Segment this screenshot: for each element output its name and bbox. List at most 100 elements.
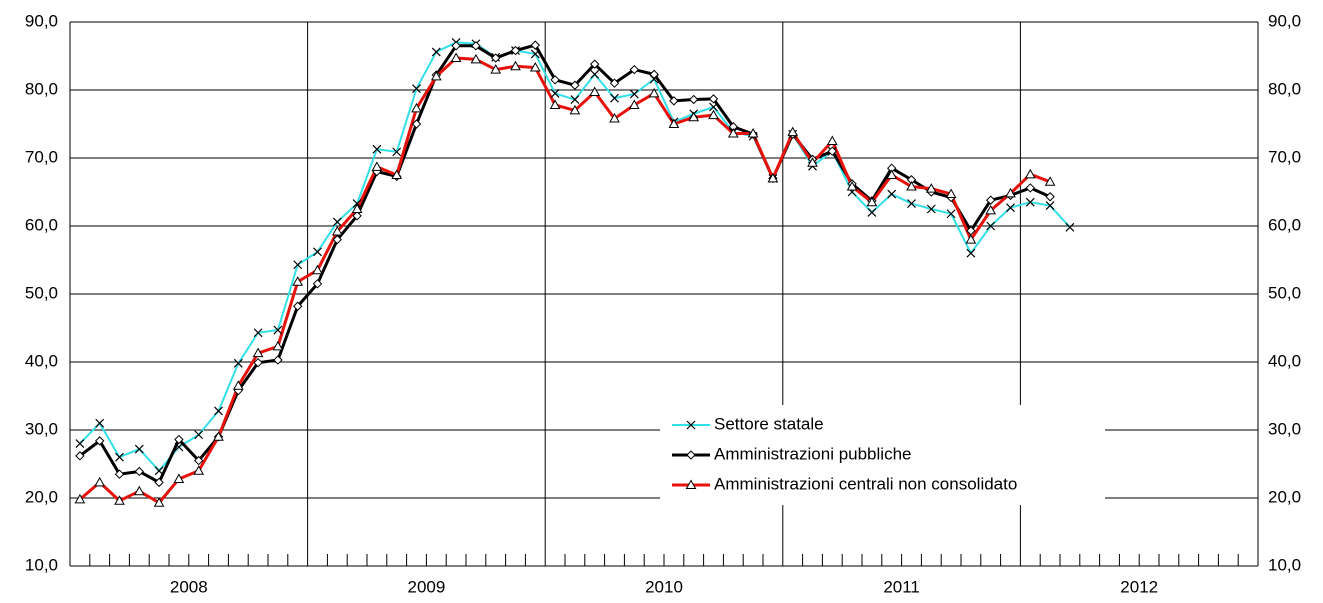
marker xyxy=(431,47,441,57)
marker xyxy=(153,497,165,507)
marker-x xyxy=(273,325,283,335)
y-tick-label: 20,0 xyxy=(25,487,58,506)
marker xyxy=(352,211,362,221)
marker xyxy=(628,99,640,109)
marker-x xyxy=(1025,197,1035,207)
marker xyxy=(332,234,343,245)
marker xyxy=(1045,201,1055,211)
marker xyxy=(174,434,184,445)
marker xyxy=(1044,176,1056,186)
y2-tick-label: 60,0 xyxy=(1268,215,1301,234)
marker xyxy=(965,234,977,244)
marker-x xyxy=(530,49,540,59)
marker xyxy=(688,111,700,122)
marker xyxy=(114,469,125,479)
marker xyxy=(194,430,204,440)
marker xyxy=(846,181,858,191)
marker xyxy=(94,476,106,487)
marker xyxy=(668,118,680,128)
marker xyxy=(589,59,600,69)
x-tick-label: 2012 xyxy=(1120,577,1158,596)
marker-x xyxy=(649,74,659,84)
marker-x xyxy=(887,189,897,199)
marker xyxy=(430,70,442,81)
marker xyxy=(75,451,85,461)
marker xyxy=(926,204,936,214)
series-line xyxy=(78,43,1051,484)
marker xyxy=(945,188,957,199)
marker xyxy=(966,248,976,258)
marker-x xyxy=(686,420,696,430)
marker xyxy=(925,183,937,193)
marker xyxy=(510,60,521,71)
marker xyxy=(747,128,759,138)
marker xyxy=(550,75,560,85)
y2-tick-label: 20,0 xyxy=(1268,487,1301,506)
legend-marker xyxy=(686,450,696,460)
marker xyxy=(313,247,322,257)
marker xyxy=(648,87,660,98)
x-tick-label: 2009 xyxy=(407,577,445,596)
marker-x xyxy=(610,93,619,103)
marker xyxy=(95,418,105,428)
marker xyxy=(331,225,343,236)
marker xyxy=(629,89,639,99)
marker-x xyxy=(986,221,996,231)
marker xyxy=(470,53,482,64)
marker-x xyxy=(75,439,85,449)
marker-x xyxy=(709,102,718,112)
marker xyxy=(986,221,996,231)
marker xyxy=(193,465,205,475)
marker xyxy=(529,62,541,72)
legend-label: Amministrazioni pubbliche xyxy=(714,444,911,463)
legend-marker xyxy=(686,420,696,430)
y2-tick-label: 90,0 xyxy=(1268,11,1301,30)
x-tick-label: 2010 xyxy=(645,577,683,596)
marker xyxy=(906,181,917,191)
marker-x xyxy=(926,204,936,214)
marker-x xyxy=(867,207,877,217)
marker xyxy=(1005,187,1016,198)
marker xyxy=(886,169,898,179)
marker xyxy=(292,276,304,286)
x-tick-label: 2011 xyxy=(883,577,920,596)
marker-x xyxy=(946,209,956,219)
marker xyxy=(272,340,284,351)
marker xyxy=(312,279,323,289)
marker xyxy=(549,99,561,109)
marker-x xyxy=(412,84,421,94)
marker xyxy=(173,473,185,483)
marker xyxy=(193,455,204,466)
marker xyxy=(134,444,144,454)
marker xyxy=(391,169,403,179)
legend: Settore statale Amministrazioni pubbliche… xyxy=(660,405,1105,505)
marker xyxy=(232,380,244,390)
marker xyxy=(332,217,342,227)
y2-tick-label: 30,0 xyxy=(1268,419,1301,438)
y-tick-label: 10,0 xyxy=(25,555,58,574)
marker xyxy=(293,260,303,270)
marker xyxy=(392,147,402,157)
marker-x xyxy=(590,69,600,79)
marker xyxy=(510,45,521,56)
marker xyxy=(767,172,779,183)
marker xyxy=(550,88,560,98)
marker xyxy=(1024,168,1036,179)
marker-x xyxy=(134,444,144,454)
marker xyxy=(688,94,699,105)
legend-marker xyxy=(685,479,697,489)
marker-x xyxy=(570,95,580,104)
marker xyxy=(351,203,363,213)
marker xyxy=(629,64,640,75)
marker xyxy=(1045,192,1055,202)
marker xyxy=(154,477,164,488)
marker xyxy=(1006,203,1015,213)
marker xyxy=(312,264,323,275)
marker xyxy=(94,436,105,446)
marker-x xyxy=(966,248,976,258)
marker xyxy=(273,355,283,365)
marker xyxy=(609,78,620,88)
marker xyxy=(1065,222,1075,232)
marker xyxy=(826,135,838,145)
